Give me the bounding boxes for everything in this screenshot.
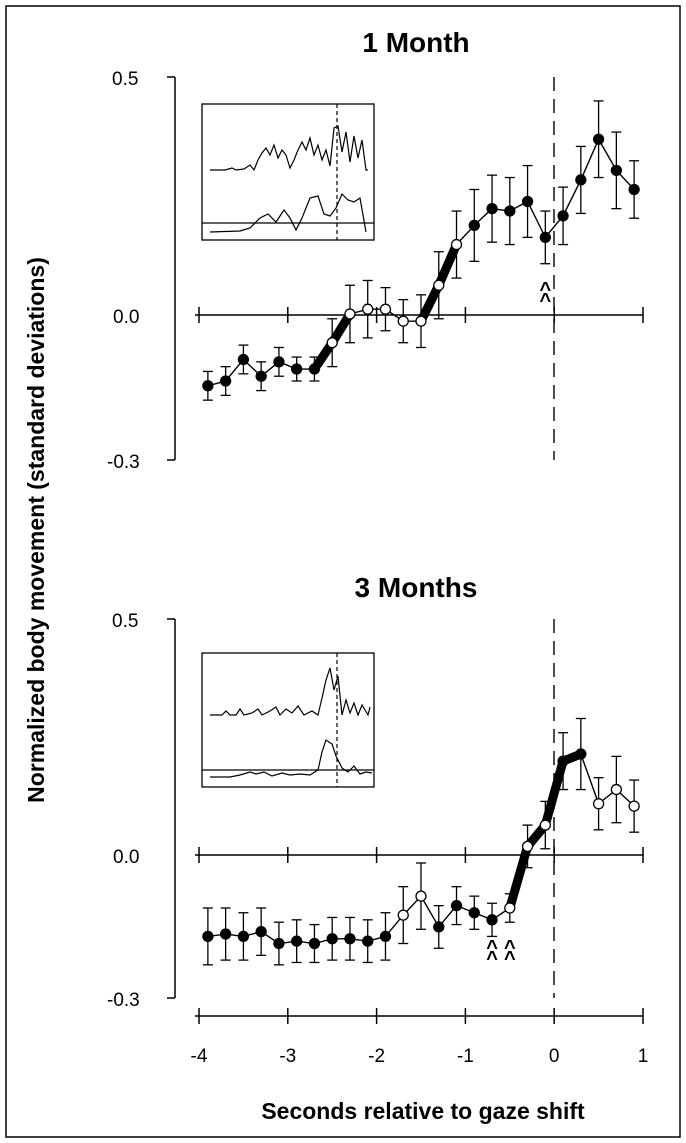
x-axis-label: Seconds relative to gaze shift (261, 1098, 585, 1124)
data-point-filled (326, 933, 338, 945)
caret-marker: ^ (486, 937, 498, 959)
y-tick-label: 0.5 (112, 69, 138, 90)
data-point-open (344, 308, 356, 320)
data-point-filled (486, 203, 498, 215)
inset-top-trace (210, 667, 371, 717)
data-point-filled (539, 231, 551, 244)
y-tick-label: 0.0 (113, 847, 139, 868)
data-point-open (504, 902, 516, 914)
data-point-filled (308, 363, 321, 375)
caret-marker: ^ (486, 948, 498, 970)
data-point-open (628, 800, 640, 812)
data-point-filled (575, 748, 587, 760)
data-point-open (450, 238, 463, 251)
data-point-open (415, 315, 427, 327)
series-group: ^^ (202, 100, 640, 401)
panel-3-months: 3 Months 0.5 0.0 -0.3 ^^ ^^ (107, 572, 644, 1011)
data-point-filled (255, 926, 267, 938)
data-point-filled (291, 363, 303, 375)
data-point-open (397, 909, 409, 921)
data-point-filled (468, 219, 480, 232)
figure-frame (5, 5, 681, 1138)
data-point-filled (521, 195, 534, 208)
inset-bottom-trace (209, 192, 367, 233)
data-point-filled (575, 174, 587, 186)
inset-traces (202, 653, 374, 787)
data-point-filled (486, 914, 498, 926)
data-point-open (521, 840, 534, 853)
data-point-filled (291, 935, 303, 947)
data-point-filled (273, 356, 285, 368)
data-point-open (433, 279, 445, 291)
data-point-filled (308, 937, 321, 950)
caret-marker: ^ (539, 279, 551, 301)
data-point-filled (450, 899, 463, 912)
data-point-filled (592, 133, 605, 145)
data-point-filled (610, 164, 623, 177)
caret-marker: ^ (504, 937, 516, 959)
y-tick-label: -0.3 (107, 452, 140, 473)
x-tick-label: 0 (549, 1046, 560, 1067)
data-point-filled (237, 353, 250, 366)
data-point-open (415, 890, 427, 902)
x-tick-label: -1 (457, 1046, 474, 1067)
data-point-filled (202, 380, 214, 392)
data-point-filled (344, 933, 356, 945)
data-point-open (379, 303, 392, 315)
data-point-filled (237, 930, 250, 943)
inset-top-trace (210, 125, 368, 172)
y-tick-label: 0.0 (113, 307, 139, 328)
data-point-filled (219, 928, 232, 940)
series-group: ^^ ^^ (202, 717, 640, 970)
y-tick-label: 0.5 (112, 611, 138, 632)
data-point-open (610, 783, 623, 796)
panel-title: 1 Month (362, 27, 469, 58)
data-point-open (362, 303, 374, 315)
data-point-open (592, 798, 605, 810)
inset-trace-box (201, 103, 375, 241)
data-point-filled (628, 183, 640, 196)
data-point-filled (362, 935, 374, 947)
panel-title: 3 Months (355, 572, 478, 603)
data-point-filled (219, 375, 232, 387)
caret-marker: ^ (539, 290, 551, 312)
x-tick-label: -3 (279, 1046, 296, 1067)
panel-1-month: 1 Month 0.5 0.0 -0.3 ^^ (107, 27, 644, 473)
caret-marker: ^ (504, 948, 516, 970)
data-point-filled (273, 937, 285, 950)
x-tick-label: 1 (638, 1046, 649, 1067)
y-axis-label: Normalized body movement (standard devia… (23, 257, 49, 803)
data-point-filled (557, 210, 569, 222)
x-axis: -4 -3 -2 -1 0 1 (191, 1008, 649, 1067)
y-tick-label: -0.3 (107, 990, 140, 1011)
inset-bottom-trace (210, 739, 373, 778)
data-point-open (397, 315, 409, 327)
data-point-filled (504, 205, 516, 217)
x-tick-label: -4 (191, 1046, 208, 1067)
x-axis-ticks: -4 -3 -2 -1 0 1 (191, 1008, 649, 1067)
data-point-filled (433, 921, 445, 933)
data-point-filled (557, 755, 569, 767)
data-point-filled (255, 370, 267, 382)
inset-trace-box (201, 652, 375, 788)
data-point-filled (202, 930, 214, 943)
data-point-filled (379, 930, 392, 943)
data-point-filled (468, 907, 480, 919)
significant-segment (505, 749, 586, 913)
data-point-open (539, 819, 551, 831)
data-point-open (326, 337, 338, 349)
inset-traces (202, 104, 374, 240)
x-tick-label: -2 (368, 1046, 385, 1067)
